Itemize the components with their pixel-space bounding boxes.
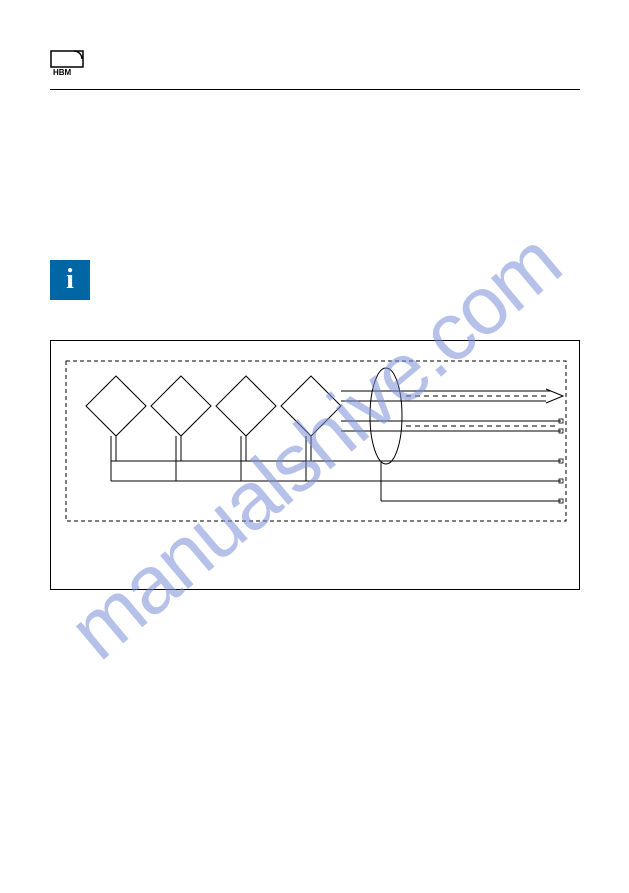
- info-symbol: i: [66, 264, 74, 296]
- bridge-4: [281, 376, 341, 481]
- dashed-boundary: [66, 361, 566, 521]
- shield-ellipse: [370, 368, 402, 464]
- bridge-2: [151, 376, 211, 481]
- page-header: HBM: [50, 50, 580, 90]
- info-icon: i: [50, 260, 90, 300]
- bridge-3: [216, 376, 276, 481]
- logo-text: HBM: [53, 68, 72, 76]
- bridge-1: [86, 376, 146, 481]
- wiring-diagram: [50, 340, 580, 590]
- page-content: HBM i: [50, 50, 580, 590]
- hbm-logo: HBM: [50, 50, 84, 81]
